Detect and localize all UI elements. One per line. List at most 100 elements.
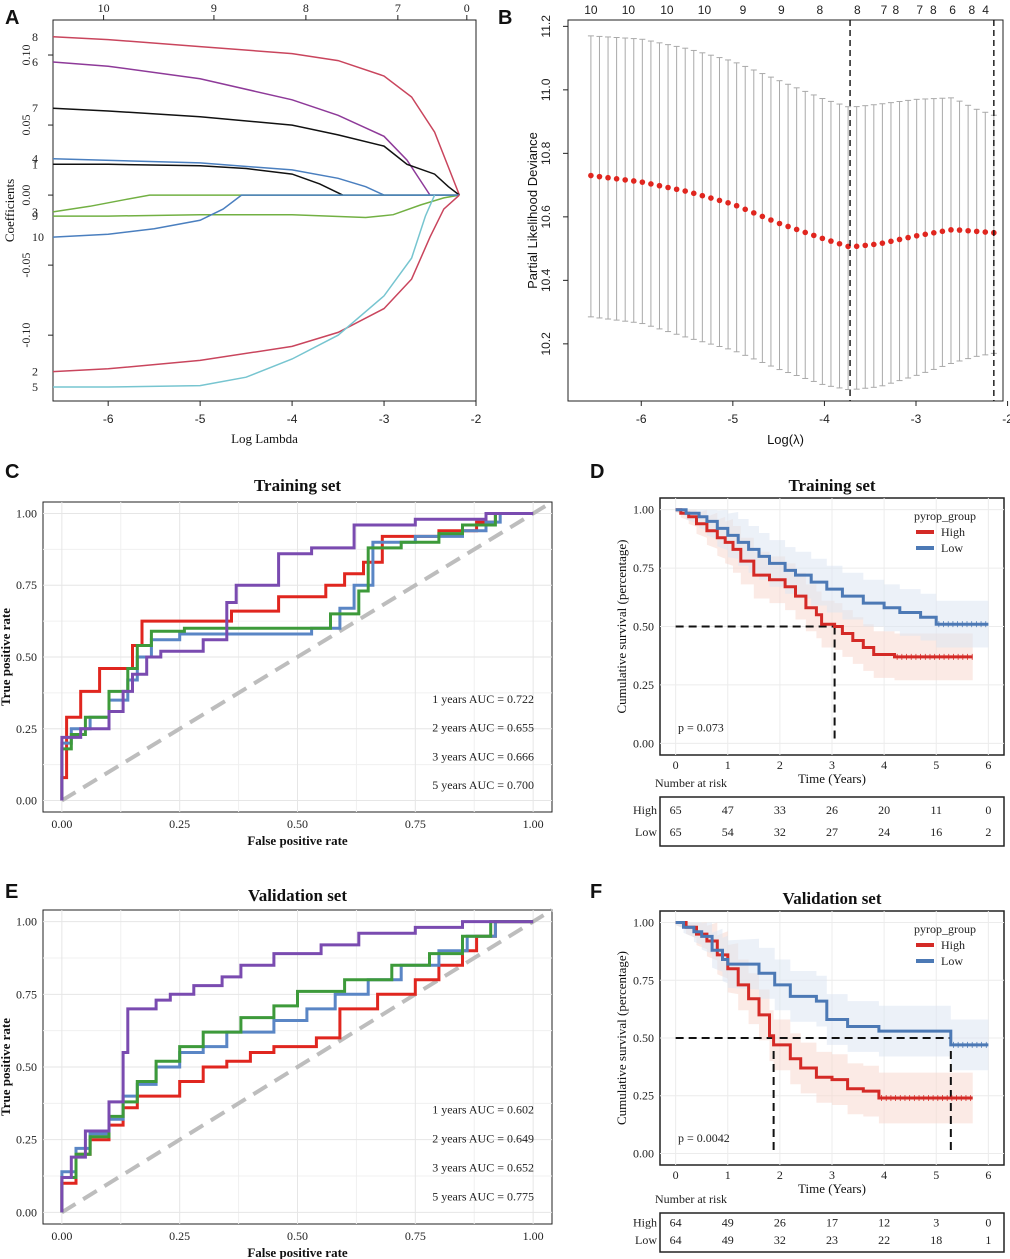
panel-b-mean-point	[905, 234, 911, 241]
panel-b-mean-point	[639, 179, 646, 185]
panel-a-frame	[52, 19, 477, 402]
panel-e-x-tick-label: 1.00	[523, 1229, 544, 1243]
panel-d-x-tick-label: 3	[829, 758, 835, 772]
panel-d-x-tick-label: 6	[985, 758, 991, 772]
panel-e-x-tick-label: 0.75	[405, 1229, 426, 1243]
panel-e-x-tick-label: 0.50	[287, 1229, 308, 1243]
panel-d-risk-cell: 33	[774, 803, 786, 817]
panel-d-legend-label: High	[941, 525, 965, 539]
panel-e-legend-entry: 2 years AUC = 0.649	[432, 1132, 534, 1146]
panel-b-mean-point	[862, 242, 869, 249]
panel-b-cv-group	[587, 35, 997, 391]
panel-b-mean-point	[811, 232, 817, 239]
panel-b-mean-point	[956, 227, 963, 233]
panel-f-risk-cell: 3	[933, 1216, 939, 1230]
panel-f-risk-cell: 23	[826, 1233, 838, 1247]
panel-d-x-label: Time (Years)	[798, 771, 866, 786]
panel-a-series-label: 4	[32, 152, 38, 166]
panel-e-x-tick-label: 0.25	[169, 1229, 190, 1243]
panel-d-legend-label: Low	[941, 541, 963, 555]
panel-f-y-tick-label: 0.50	[633, 1031, 654, 1045]
panel-d-legend-title: pyrop_group	[914, 509, 976, 523]
panel-d-risk-cell: 0	[985, 803, 991, 817]
panel-b-top-tick-label: 7	[881, 3, 888, 17]
panel-f-risk-group: Low	[635, 1233, 657, 1247]
panel-b-y-label: Partial Likelihood Deviance	[525, 132, 540, 289]
panel-a-series-label: 7	[32, 101, 38, 115]
panel-b-top-tick-label: 10	[660, 3, 674, 17]
panel-b-mean-point	[836, 240, 843, 247]
panel-a-series-1	[53, 163, 344, 196]
panel-b-mean-point	[948, 227, 954, 233]
panel-b-mean-point	[931, 230, 937, 236]
panel-b-top-tick-label: 10	[698, 3, 712, 17]
panel-f-risk-cell: 22	[878, 1233, 890, 1247]
panel-a-x-label: Log Lambda	[231, 431, 298, 446]
panel-a-x-tick-label: -2	[471, 412, 482, 426]
panel-b-mean-point	[913, 232, 920, 239]
panel-f-risk-group: High	[633, 1216, 657, 1230]
panel-a-series-label: 5	[32, 380, 38, 394]
panel-b-mean-point	[793, 226, 800, 233]
panel-b-mean-point	[656, 182, 663, 189]
panel-b-mean-point	[888, 238, 894, 245]
panel-b-top-tick-label: 8	[893, 3, 900, 17]
panel-b-y-tick-label: 11.2	[539, 15, 553, 38]
panel-a-y-tick-label: 0.00	[19, 185, 33, 206]
panel-b-mean-point	[785, 223, 791, 230]
panel-d-x-tick-label: 1	[725, 758, 731, 772]
panel-c-y-tick-label: 0.75	[16, 578, 37, 592]
panel-a-series-9	[53, 194, 460, 219]
panel-a-series-label: 6	[32, 55, 38, 69]
panel-b-top-tick-label: 8	[854, 3, 861, 17]
panel-d-km-curve	[675, 508, 973, 659]
panel-e-y-tick-label: 1.00	[16, 915, 37, 929]
panel-b-x-tick-label: -2	[1002, 412, 1010, 426]
panel-e-roc-curve	[60, 920, 534, 1213]
panel-b-mean-point	[605, 174, 611, 181]
panel-d-x-tick-label: 0	[673, 758, 679, 772]
panel-b-mean-point	[939, 228, 946, 235]
panel-b-top-tick-label: 8	[969, 3, 976, 17]
panel-f-x-label: Time (Years)	[798, 1181, 866, 1196]
panel-a-series-label: 8	[32, 30, 38, 44]
panel-a-x-tick-label: -5	[195, 412, 206, 426]
panel-b-frame	[567, 19, 1004, 402]
panel-b-top-tick-label: 9	[778, 3, 785, 17]
panel-f-x-tick-label: 5	[933, 1168, 939, 1182]
panel-b-mean-point	[922, 231, 929, 238]
panel-a-series-8	[52, 36, 461, 196]
panel-f-x-tick-label: 2	[777, 1168, 783, 1182]
panel-f-risk-cell: 12	[878, 1216, 890, 1230]
panel-e-y-tick-label: 0.25	[16, 1133, 37, 1147]
panel-f-km-curve	[675, 921, 973, 1100]
panel-f-risk-cell: 32	[774, 1233, 786, 1247]
panel-b-top-tick-label: 8	[930, 3, 937, 17]
panel-d-risk-cell: 11	[930, 803, 942, 817]
panel-b-y-tick-label: 10.4	[539, 268, 553, 292]
panel-b-mean-point	[725, 200, 731, 206]
panel-a-top-tick-label: 8	[303, 1, 309, 15]
panel-e-y-tick-label: 0.75	[16, 987, 37, 1001]
panel-b-x-tick-label: -5	[728, 412, 739, 426]
panel-d-p-value: p = 0.073	[678, 721, 724, 735]
panel-f-risk-cell: 64	[670, 1216, 682, 1230]
panel-f-x-tick-label: 0	[673, 1168, 679, 1182]
panel-d-risk-cell: 2	[985, 825, 991, 839]
panel-a-series-6	[52, 61, 431, 196]
panel-b-top-tick-label: 8	[816, 3, 823, 17]
panel-f-ci-band	[675, 922, 989, 1071]
panel-d-risk-cell: 65	[670, 825, 682, 839]
panel-b-mean-point	[819, 235, 826, 242]
panel-e-legend-entry: 5 years AUC = 0.775	[432, 1190, 534, 1204]
panel-b-mean-point	[896, 236, 903, 243]
panel-c-legend-entry: 2 years AUC = 0.655	[432, 721, 534, 735]
panel-a-series-label: 10	[32, 230, 44, 244]
panel-b-mean-point	[879, 240, 886, 246]
panel-c-x-tick-label: 1.00	[523, 817, 544, 831]
panel-a-series-2	[52, 194, 460, 373]
panel-b-mean-point	[871, 241, 877, 248]
panel-e-legend-entry: 1 years AUC = 0.602	[432, 1103, 534, 1117]
panel-b-mean-point	[965, 227, 971, 234]
panel-b-mean-point	[648, 181, 654, 187]
